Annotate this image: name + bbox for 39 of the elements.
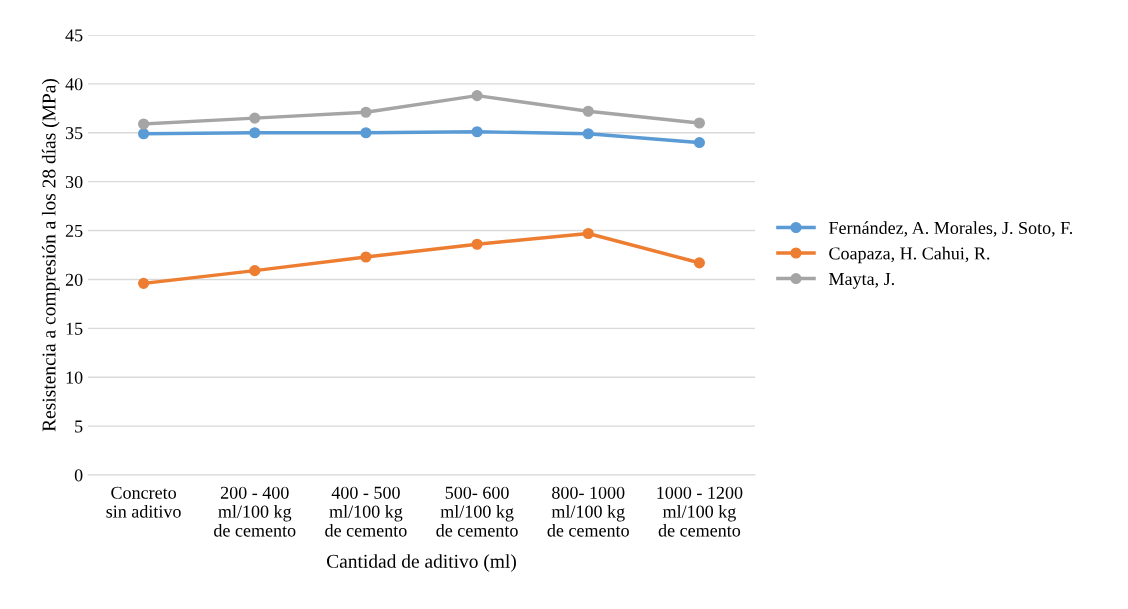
point: [471, 126, 483, 138]
point: [582, 128, 594, 140]
x-axis-title: Cantidad de aditivo (ml): [326, 554, 516, 572]
x-tick-label: 400 - 500 ml/100 kg de cemento: [325, 486, 407, 537]
point: [360, 106, 372, 118]
point: [249, 265, 261, 277]
y-tick-label: 35: [65, 127, 83, 140]
point: [471, 90, 483, 102]
y-tick-label: 0: [74, 469, 83, 482]
point: [693, 136, 705, 149]
x-tick-label: 800- 1000 ml/100 kg de cemento: [547, 486, 629, 537]
point: [360, 251, 372, 263]
point: [471, 238, 483, 250]
point: [249, 112, 261, 124]
y-tick-label: 45: [65, 29, 83, 42]
point: [249, 127, 261, 139]
y-tick-label: 30: [65, 175, 83, 189]
point: [582, 227, 594, 240]
y-tick-label: 25: [65, 224, 83, 237]
legend-label: Mayta, J.: [828, 273, 894, 289]
y-tick-label: 20: [65, 273, 83, 286]
x-tick-label: 200 - 400 ml/100 kg de cemento: [214, 486, 296, 537]
y-tick-label: 5: [75, 420, 83, 433]
point: [138, 128, 150, 140]
point: [693, 257, 705, 269]
legend-label: Fernández, A. Morales, J. Soto, F.: [828, 221, 1073, 237]
y-tick-label: 10: [66, 371, 83, 384]
x-tick-label: 500- 600 ml/100 kg de cemento: [436, 486, 518, 537]
x-tick-label: 1000 - 1200 ml/100 kg de cemento: [657, 486, 743, 537]
point: [360, 127, 372, 139]
x-tick-label: Concreto sin aditivo: [106, 486, 181, 518]
point: [582, 105, 594, 117]
point: [693, 117, 705, 129]
y-tick-label: 40: [65, 78, 83, 91]
y-axis-title: Resistencia a compresión a los 28 días (MPa): [41, 79, 60, 432]
y-tick-label: 15: [66, 322, 83, 335]
legend-label: Coapaza, H. Cahui, R.: [829, 246, 990, 264]
point: [138, 118, 150, 130]
point: [138, 277, 150, 289]
